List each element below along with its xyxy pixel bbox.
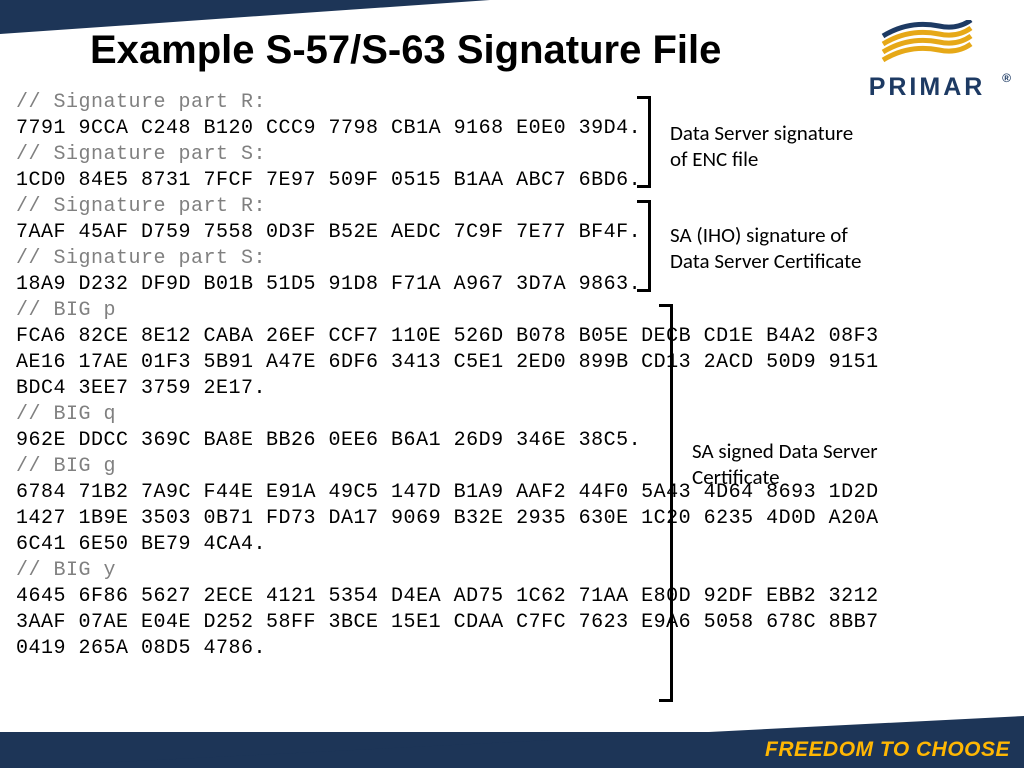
code-comment: // BIG y: [16, 559, 116, 582]
slogan-text: FREEDOM TO CHOOSE: [765, 738, 1010, 762]
annotation-text: SA signed Data Server: [692, 438, 878, 464]
bracket-1: [648, 96, 651, 188]
code-comment: // BIG p: [16, 299, 116, 322]
page-title: Example S-57/S-63 Signature File: [90, 28, 721, 73]
annotation-text: SA (IHO) signature of: [670, 222, 848, 248]
code-comment: // Signature part S:: [16, 143, 266, 166]
bracket-3: [670, 304, 673, 702]
code-line: 962E DDCC 369C BA8E BB26 0EE6 B6A1 26D9 …: [16, 429, 641, 452]
annotation-text: Certificate: [692, 464, 780, 490]
code-comment: // BIG q: [16, 403, 116, 426]
code-line: FCA6 82CE 8E12 CABA 26EF CCF7 110E 526D …: [16, 325, 879, 348]
annotation-text: Data Server signature: [670, 120, 853, 146]
code-line: 1427 1B9E 3503 0B71 FD73 DA17 9069 B32E …: [16, 507, 879, 530]
code-line: 7AAF 45AF D759 7558 0D3F B52E AEDC 7C9F …: [16, 221, 641, 244]
logo-wave-icon: [879, 20, 975, 68]
code-comment: // BIG g: [16, 455, 116, 478]
logo-registered-mark: ®: [1002, 71, 1014, 85]
annotation-1: Data Server signature of ENC file: [670, 120, 853, 172]
code-line: 7791 9CCA C248 B120 CCC9 7798 CB1A 9168 …: [16, 117, 641, 140]
code-line: 0419 265A 08D5 4786.: [16, 637, 266, 660]
code-comment: // Signature part R:: [16, 91, 266, 114]
code-line: BDC4 3EE7 3759 2E17.: [16, 377, 266, 400]
logo-name: PRIMAR: [869, 73, 986, 101]
code-line: 3AAF 07AE E04E D252 58FF 3BCE 15E1 CDAA …: [16, 611, 879, 634]
annotation-3: SA signed Data Server Certificate: [692, 438, 878, 490]
code-line: 4645 6F86 5627 2ECE 4121 5354 D4EA AD75 …: [16, 585, 879, 608]
annotation-text: Data Server Certificate: [670, 248, 861, 274]
bracket-2: [648, 200, 651, 292]
code-line: 1CD0 84E5 8731 7FCF 7E97 509F 0515 B1AA …: [16, 169, 641, 192]
code-line: AE16 17AE 01F3 5B91 A47E 6DF6 3413 C5E1 …: [16, 351, 879, 374]
code-comment: // Signature part R:: [16, 195, 266, 218]
annotation-text: of ENC file: [670, 146, 758, 172]
code-line: 18A9 D232 DF9D B01B 51D5 91D8 F71A A967 …: [16, 273, 641, 296]
annotation-2: SA (IHO) signature of Data Server Certif…: [670, 222, 861, 274]
code-comment: // Signature part S:: [16, 247, 266, 270]
code-line: 6C41 6E50 BE79 4CA4.: [16, 533, 266, 556]
code-block: // Signature part R: 7791 9CCA C248 B120…: [16, 90, 879, 662]
